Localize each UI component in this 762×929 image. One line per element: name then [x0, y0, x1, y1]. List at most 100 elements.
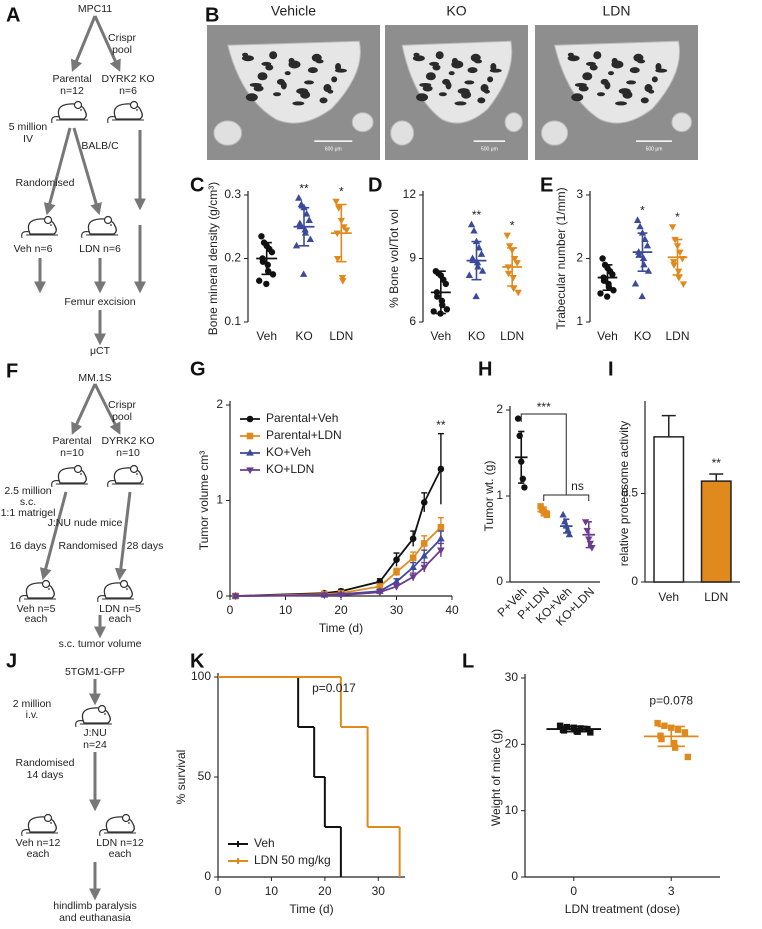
arrow	[93, 15, 121, 72]
diagram-text: i.v.	[26, 709, 39, 721]
data-point	[521, 484, 528, 491]
data-point	[670, 262, 678, 269]
x-tick-label: LDN	[329, 329, 353, 343]
panel-label: H	[478, 358, 492, 380]
trabecular-pore	[292, 101, 305, 106]
diagram-text: pool	[112, 44, 132, 56]
panel-label: F	[6, 360, 18, 382]
diagram-text: 5TGM1-GFP	[65, 666, 125, 678]
x-tick-label: Veh	[597, 329, 618, 343]
diagram-text: n=10	[116, 447, 140, 459]
significance: **	[299, 181, 309, 195]
panel-label: E	[540, 174, 553, 196]
trabecular-pore	[245, 93, 258, 102]
mouse-icon	[103, 582, 133, 599]
diagram-text: IV	[23, 133, 33, 145]
panel-label: I	[608, 358, 614, 380]
trabecular-pore	[284, 71, 291, 76]
y-tick-label: 0	[204, 869, 211, 883]
mouse-eye	[110, 224, 112, 226]
data-point	[376, 583, 384, 590]
trabecular-pore	[637, 59, 646, 64]
data-point	[610, 287, 617, 294]
diagram-text: MM.1S	[78, 372, 111, 384]
data-point	[599, 255, 606, 262]
data-point	[409, 535, 417, 542]
x-tick-label: LDN	[500, 329, 524, 343]
mouse-eye	[136, 109, 138, 111]
data-point	[299, 270, 308, 277]
bone-fragment	[671, 112, 692, 133]
trabecular-pore	[438, 92, 447, 97]
data-point	[514, 289, 522, 297]
bar	[700, 480, 732, 583]
diagram-text: J:NU nude mice	[48, 517, 123, 529]
data-point	[409, 574, 417, 582]
mouse-tail	[19, 595, 29, 603]
x-axis-label: LDN treatment (dose)	[565, 902, 680, 916]
x-tick-label: Veh	[256, 329, 277, 343]
data-point	[509, 274, 517, 282]
mouse-icon	[27, 816, 57, 833]
mouse-ear	[41, 579, 51, 589]
legend-label: KO+Veh	[266, 445, 311, 459]
bone-fragment	[541, 120, 569, 146]
bracket	[520, 413, 567, 422]
data-point	[640, 260, 648, 268]
data-point	[256, 277, 263, 284]
y-tick-label: 1	[496, 488, 503, 502]
data-point	[636, 222, 644, 230]
diagram-text: s.c.	[20, 496, 36, 508]
data-point	[668, 224, 677, 231]
mouse-ear	[129, 464, 139, 474]
mouse-tail	[97, 595, 107, 603]
panel-label: A	[6, 4, 20, 26]
x-tick-label: 30	[372, 884, 386, 898]
y-tick-label: 6	[409, 314, 416, 328]
trabecular-pore	[319, 97, 328, 104]
mouse-eye	[136, 473, 138, 475]
trabecular-pore	[435, 51, 444, 60]
data-point	[643, 241, 652, 249]
x-tick-label: LDN	[665, 329, 689, 343]
diagram-text: 28 days	[127, 540, 164, 552]
panel-label: C	[190, 174, 204, 196]
mouse-icon	[57, 103, 87, 120]
data-point	[514, 415, 522, 422]
trabecular-pore	[578, 85, 589, 92]
data-point	[465, 271, 474, 278]
mouse-eye	[50, 822, 52, 824]
diagram-text: Parental	[52, 435, 91, 447]
data-point	[504, 270, 513, 278]
trabecular-pore	[622, 90, 633, 99]
data-point	[442, 280, 450, 288]
data-point	[631, 279, 640, 287]
x-tick-label: 0	[227, 603, 234, 617]
arrow	[39, 491, 68, 581]
data-point	[393, 556, 400, 564]
diagram-text: MPC11	[78, 3, 112, 15]
annotation: p=0.078	[649, 693, 693, 707]
data-point	[638, 292, 646, 300]
diagram-text: Veh n=6	[14, 243, 53, 255]
data-point	[684, 753, 692, 761]
mouse-icon	[27, 218, 57, 235]
data-point	[609, 271, 616, 278]
mouse-eye	[80, 109, 82, 111]
y-tick-label: 0.2	[224, 251, 241, 265]
panel-label: D	[368, 174, 382, 196]
data-point	[674, 726, 682, 733]
data-point	[259, 258, 267, 265]
y-axis-label: Trabecular number (1/mm)	[554, 187, 568, 329]
diagram-text: LDN n=6	[79, 243, 121, 255]
trabecular-pore	[432, 64, 441, 71]
trabecular-pore	[454, 101, 467, 106]
trabecular-pore	[651, 76, 658, 83]
mouse-icon	[105, 816, 135, 833]
x-tick-label: KO	[634, 329, 651, 343]
trabecular-pore	[648, 89, 655, 94]
arrow	[70, 15, 97, 72]
trabecular-pore	[327, 89, 334, 94]
